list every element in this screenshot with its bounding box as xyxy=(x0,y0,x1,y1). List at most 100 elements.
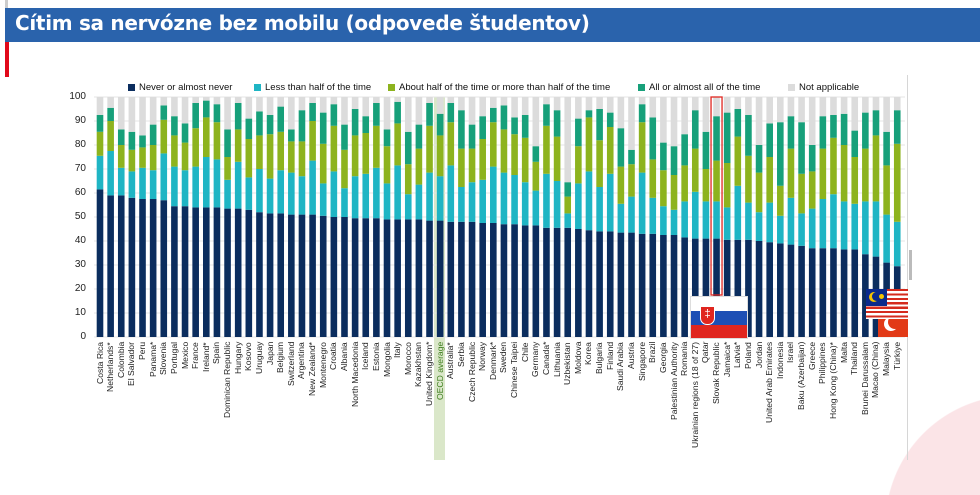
bar-segment-less-than-half-of-the-time-panama- xyxy=(149,170,157,199)
bar-segment-not-applicable-serbia xyxy=(458,97,465,111)
top-divider xyxy=(5,0,8,8)
bar-segment-about-half-of-the-time-or-more-than-half-of-the-time-philippines xyxy=(819,148,827,199)
y-tick-label: 0 xyxy=(80,331,86,342)
bar-segment-never-or-almost-never-finland xyxy=(606,231,614,337)
bar-segment-all-or-almost-all-of-the-time-germany xyxy=(532,146,540,162)
bar-segment-never-or-almost-never-morocco xyxy=(404,219,412,337)
bar-segment-never-or-almost-never-portugal xyxy=(171,206,178,337)
bar-segment-less-than-half-of-the-time-dominican-republic xyxy=(224,179,231,209)
accent-bar xyxy=(5,42,9,77)
bar-segment-all-or-almost-all-of-the-time-israel xyxy=(787,116,795,149)
bar-segment-less-than-half-of-the-time-sweden xyxy=(500,172,508,225)
bar-segment-not-applicable-belgium xyxy=(277,97,285,107)
bar-segment-never-or-almost-never-brazil xyxy=(649,233,657,337)
bar-segment-all-or-almost-all-of-the-time-romania xyxy=(681,134,688,166)
bar-segment-not-applicable-north-macedonia xyxy=(351,97,359,109)
bar-segment-less-than-half-of-the-time-greece xyxy=(808,208,816,249)
bar-segment-about-half-of-the-time-or-more-than-half-of-the-time-bulgaria xyxy=(596,140,603,187)
x-tick-label: Jordan xyxy=(753,342,764,369)
bar-segment-all-or-almost-all-of-the-time-sweden xyxy=(500,105,508,130)
bar-segment-never-or-almost-never-hong-kong-china- xyxy=(830,248,837,337)
bar-segment-not-applicable-moldova xyxy=(575,97,582,119)
bar-segment-less-than-half-of-the-time-france xyxy=(192,166,199,208)
bar-segment-all-or-almost-all-of-the-time-greece xyxy=(808,145,816,172)
bar-segment-not-applicable-iceland xyxy=(362,97,370,117)
bar-segment-never-or-almost-never-saudi-arabia xyxy=(617,232,625,337)
bar-segment-not-applicable-chinese-taipei xyxy=(511,97,518,118)
bar-segment-never-or-almost-never-kosovo xyxy=(245,209,253,337)
bar-segment-less-than-half-of-the-time-israel xyxy=(787,197,795,245)
bar-segment-all-or-almost-all-of-the-time-united-kingdom- xyxy=(426,103,433,126)
bar-segment-never-or-almost-never-argentina xyxy=(298,214,306,337)
bar-segment-about-half-of-the-time-or-more-than-half-of-the-time-australia- xyxy=(447,122,455,166)
bar-segment-less-than-half-of-the-time-bulgaria xyxy=(596,187,603,232)
x-tick-label: North Macedonia xyxy=(349,342,360,408)
bar-segment-less-than-half-of-the-time-denmark- xyxy=(490,166,497,223)
bar-segment-not-applicable-mexico xyxy=(181,97,189,124)
bar-segment-not-applicable-austria xyxy=(628,97,635,150)
bar-segment-about-half-of-the-time-or-more-than-half-of-the-time-switzerland xyxy=(288,141,295,173)
bar-segment-not-applicable-kosovo xyxy=(245,97,253,119)
bar-segment-not-applicable-brunei-darussalam xyxy=(862,97,869,113)
bar-segment-never-or-almost-never-france xyxy=(192,207,199,337)
bar-segment-not-applicable-costa-rica xyxy=(96,97,104,115)
bar-segment-not-applicable-korea xyxy=(585,97,593,111)
bar-segment-all-or-almost-all-of-the-time-united-arab-emirates xyxy=(766,123,773,157)
x-tick-label: United Kingdom* xyxy=(424,342,435,407)
bar-segment-about-half-of-the-time-or-more-than-half-of-the-time-georgia xyxy=(660,170,667,207)
bar-segment-all-or-almost-all-of-the-time-lithuania xyxy=(553,110,561,137)
bar-segment-never-or-almost-never-philippines xyxy=(819,248,827,337)
bar-segment-less-than-half-of-the-time-norway xyxy=(479,179,486,223)
x-tick-label: Serbia xyxy=(455,342,466,367)
bar-segment-all-or-almost-all-of-the-time-canada- xyxy=(543,104,550,126)
bar-segment-about-half-of-the-time-or-more-than-half-of-the-time-austria xyxy=(628,164,635,197)
bar-segment-not-applicable-mongolia xyxy=(383,97,391,130)
bar-segment-not-applicable-sweden xyxy=(500,97,508,106)
bar-segment-all-or-almost-all-of-the-time-oecd-average xyxy=(436,113,444,136)
legend-item-about-half: About half of the time or more than half… xyxy=(388,82,610,93)
bar-segment-less-than-half-of-the-time-germany xyxy=(532,190,540,226)
bar-segment-not-applicable-thailand xyxy=(851,97,859,131)
bar-segment-never-or-almost-never-japan xyxy=(266,213,274,337)
y-tick-label: 40 xyxy=(74,235,86,246)
bar-segment-never-or-almost-never-latvia- xyxy=(734,239,742,337)
bar-segment-not-applicable-malaysia xyxy=(883,97,890,132)
bar-segment-less-than-half-of-the-time-ireland- xyxy=(203,157,210,208)
bar-segment-all-or-almost-all-of-the-time-croatia xyxy=(330,104,338,126)
bar-segment-never-or-almost-never-chinese-taipei xyxy=(511,224,518,337)
bar-segment-about-half-of-the-time-or-more-than-half-of-the-time-thailand xyxy=(851,157,859,204)
x-tick-label: Korea xyxy=(583,342,594,365)
bar-segment-all-or-almost-all-of-the-time-poland xyxy=(745,115,752,156)
bar-segment-not-applicable-panama- xyxy=(149,97,157,125)
bar-segment-about-half-of-the-time-or-more-than-half-of-the-time-korea xyxy=(585,117,593,172)
bar-segment-about-half-of-the-time-or-more-than-half-of-the-time-jordan xyxy=(755,172,763,213)
scrollbar[interactable] xyxy=(909,250,912,280)
legend-label: Not applicable xyxy=(799,82,860,93)
bar-segment-about-half-of-the-time-or-more-than-half-of-the-time-mongolia xyxy=(383,146,391,184)
bar-segment-not-applicable-t-rkiye xyxy=(893,97,901,111)
legend-label: All or almost all of the time xyxy=(649,82,761,93)
bar-segment-less-than-half-of-the-time-italy xyxy=(394,165,401,220)
bar-segment-less-than-half-of-the-time-united-kingdom- xyxy=(426,172,433,221)
bar-segment-not-applicable-slovak-republic xyxy=(713,97,720,117)
bar-segment-never-or-almost-never-mexico xyxy=(181,206,189,337)
bar-segment-all-or-almost-all-of-the-time-iceland xyxy=(362,116,370,133)
bar-segment-less-than-half-of-the-time-australia- xyxy=(447,165,455,222)
bar-segment-less-than-half-of-the-time-belgium xyxy=(277,170,285,214)
slovakia-flag-icon: ‡ xyxy=(690,296,748,339)
bar-segment-all-or-almost-all-of-the-time-peru xyxy=(139,135,146,148)
bar-segment-about-half-of-the-time-or-more-than-half-of-the-time-estonia xyxy=(373,125,380,168)
bar-segment-less-than-half-of-the-time-canada- xyxy=(543,173,550,228)
bar-segment-never-or-almost-never-hungary xyxy=(234,208,242,337)
bar-segment-not-applicable-australia- xyxy=(447,97,455,103)
bar-segment-all-or-almost-all-of-the-time-france xyxy=(192,103,199,129)
bar-segment-about-half-of-the-time-or-more-than-half-of-the-time-moldova xyxy=(575,146,582,184)
bar-segment-less-than-half-of-the-time-portugal xyxy=(171,166,178,207)
bar-segment-never-or-almost-never-el-salvador xyxy=(128,197,136,337)
bar-segment-never-or-almost-never-romania xyxy=(681,237,688,337)
bar-segment-never-or-almost-never-germany xyxy=(532,225,540,337)
bar-segment-never-or-almost-never-czech-republic xyxy=(468,221,476,337)
bar-segment-never-or-almost-never-mongolia xyxy=(383,219,391,337)
bar-segment-all-or-almost-all-of-the-time-thailand xyxy=(851,130,859,157)
bar-segment-never-or-almost-never-dominican-republic xyxy=(224,208,231,337)
